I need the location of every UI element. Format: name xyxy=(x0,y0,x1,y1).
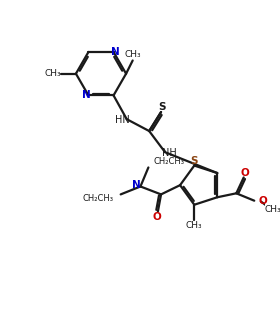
Text: CH₃: CH₃ xyxy=(186,221,203,230)
Text: N: N xyxy=(111,47,120,57)
Text: CH₃: CH₃ xyxy=(45,69,61,78)
Text: O: O xyxy=(240,168,249,178)
Text: CH₂CH₃: CH₂CH₃ xyxy=(82,194,113,203)
Text: O: O xyxy=(153,212,162,222)
Text: CH₃: CH₃ xyxy=(265,205,280,215)
Text: N: N xyxy=(82,90,91,100)
Text: S: S xyxy=(190,156,197,166)
Text: HN: HN xyxy=(115,116,129,125)
Text: O: O xyxy=(258,196,267,206)
Text: S: S xyxy=(159,102,166,112)
Text: CH₂CH₃: CH₂CH₃ xyxy=(154,157,185,166)
Text: NH: NH xyxy=(162,148,177,158)
Text: N: N xyxy=(132,180,141,190)
Text: CH₃: CH₃ xyxy=(124,50,141,59)
